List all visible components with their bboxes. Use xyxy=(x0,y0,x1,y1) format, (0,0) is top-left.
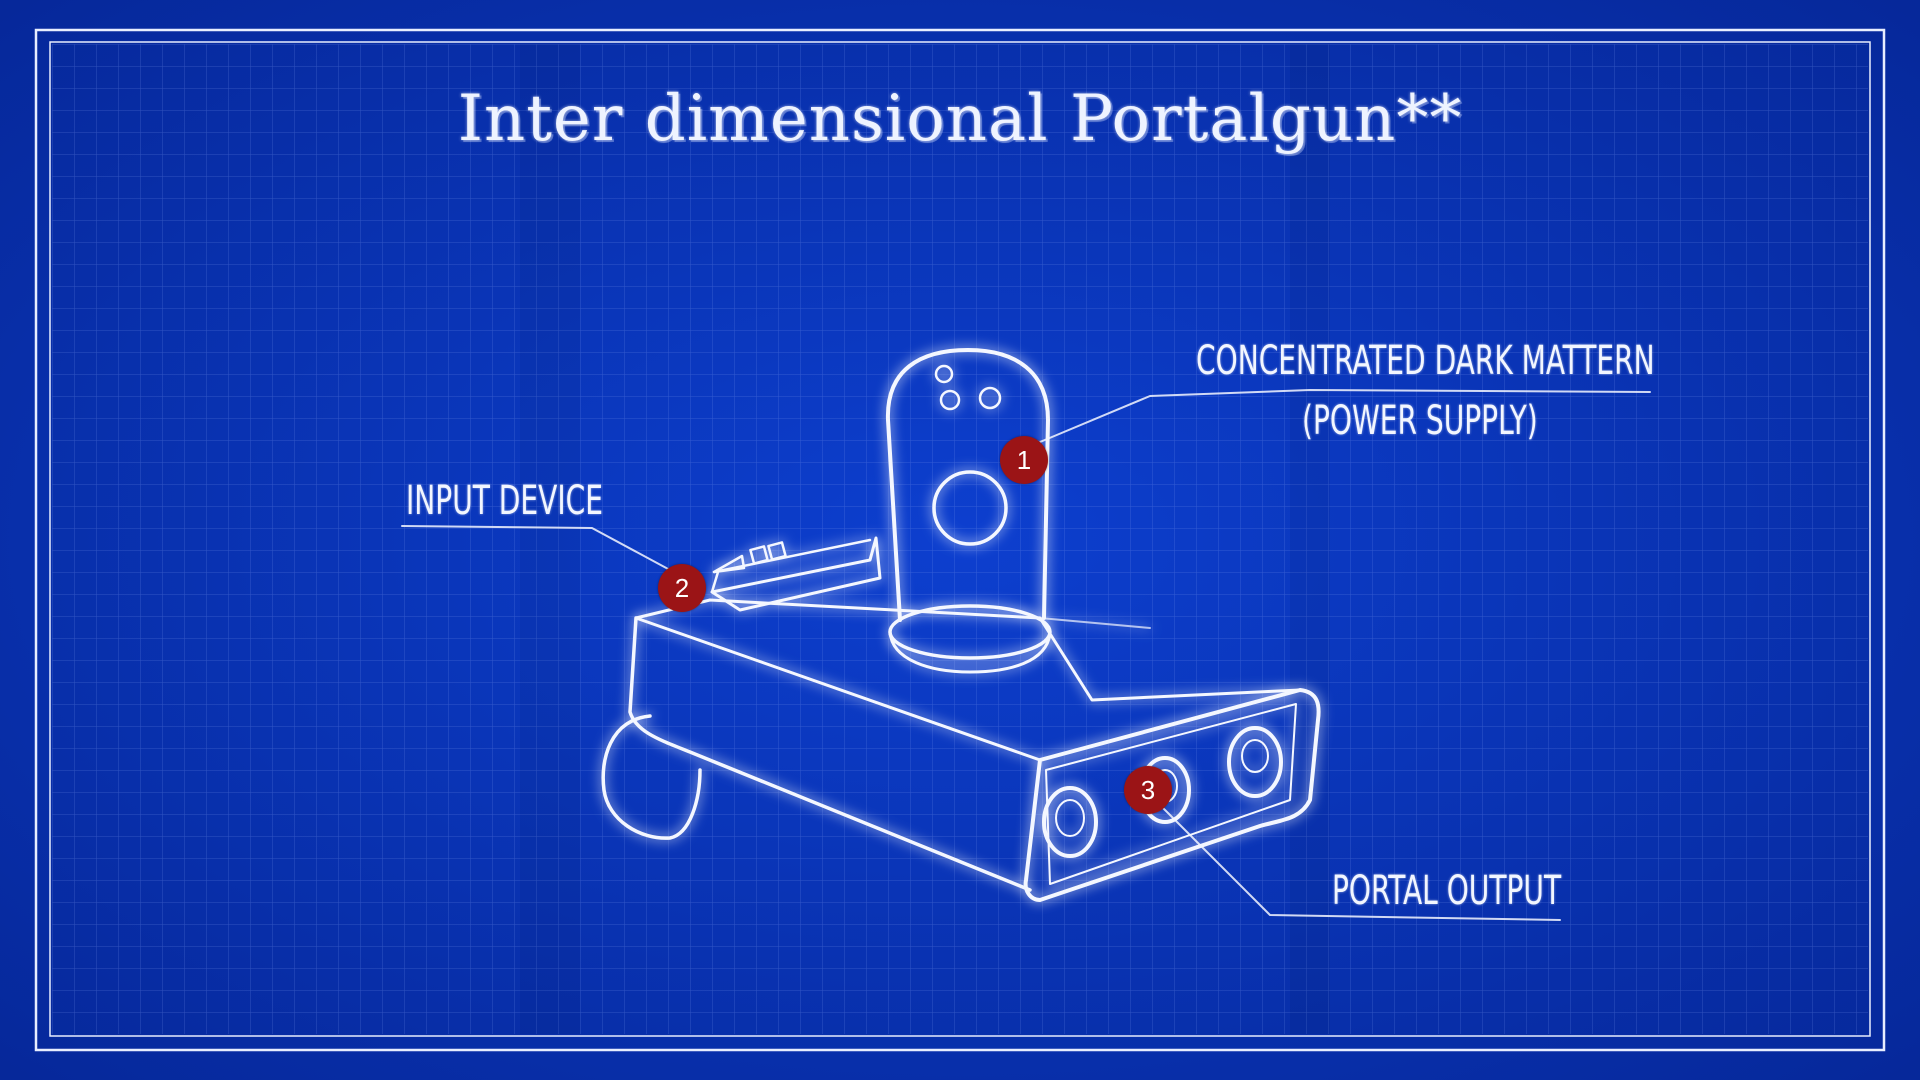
marker-1[interactable]: 1 xyxy=(1000,436,1048,484)
leader-line-2 xyxy=(401,525,671,571)
marker-3[interactable]: 3 xyxy=(1124,766,1172,814)
inner-frame xyxy=(49,41,1871,1037)
grid xyxy=(52,44,1868,1034)
leader-line-1 xyxy=(1039,389,1651,443)
portalgun-sketch xyxy=(601,348,1321,902)
outer-frame xyxy=(34,28,1886,1052)
callout-2-label: Input device xyxy=(406,478,603,524)
diagram-title: Inter dimensional Portalgun** xyxy=(457,82,1463,156)
callout-1-label: Concentrated dark mattern xyxy=(1196,338,1655,384)
callout-3-label: Portal output xyxy=(1332,868,1562,914)
marker-2[interactable]: 2 xyxy=(658,564,706,612)
callout-1-sublabel: (power supply) xyxy=(1302,398,1538,444)
